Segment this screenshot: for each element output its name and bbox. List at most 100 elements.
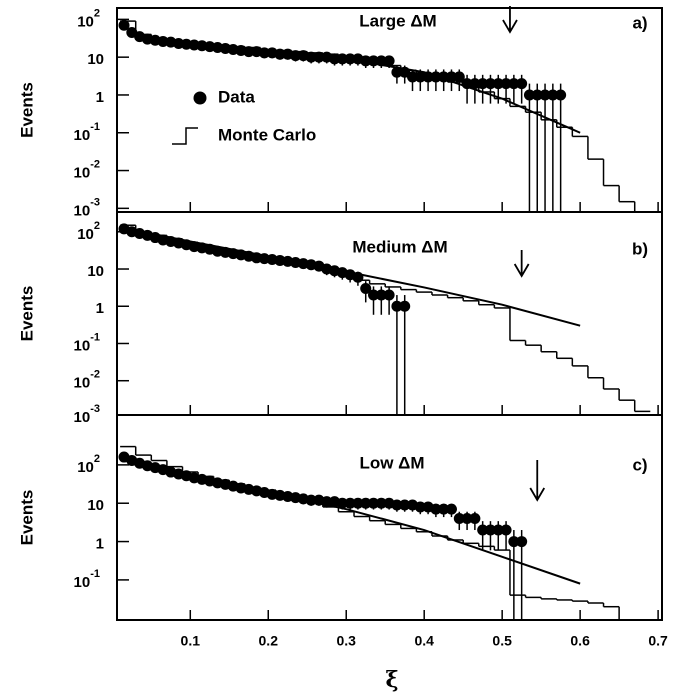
data-point (368, 497, 380, 509)
data-point (305, 494, 317, 506)
y-tick-exponent: -1 (90, 568, 100, 580)
plot-frame (116, 414, 663, 621)
data-point (391, 499, 403, 511)
data-point (508, 536, 520, 548)
plot-frame (116, 7, 663, 213)
data-point (375, 497, 387, 509)
data-point (336, 53, 348, 65)
data-point (555, 89, 567, 101)
data-point (477, 78, 489, 90)
y-tick-base: 10 (77, 459, 94, 476)
y-tick-base: 10 (77, 13, 94, 30)
data-point (329, 53, 341, 65)
data-point (344, 497, 356, 509)
data-point (313, 51, 325, 63)
legend-marker (193, 91, 207, 105)
data-point (438, 503, 450, 515)
data-point (461, 78, 473, 90)
data-point (360, 55, 372, 67)
data-point (453, 71, 465, 83)
x-tick-label: 0.7 (648, 633, 668, 649)
y-tick-exponent: -1 (90, 121, 100, 133)
data-point (321, 496, 333, 508)
data-point (414, 71, 426, 83)
x-tick-label: 0.4 (414, 633, 434, 649)
legend-label: Monte Carlo (218, 125, 316, 144)
data-point (547, 89, 559, 101)
y-tick-label: 10-2 (74, 369, 100, 392)
data-point (445, 71, 457, 83)
data-point (477, 524, 489, 536)
y-tick-label: 1 (96, 89, 104, 106)
data-point (243, 46, 255, 58)
data-point (539, 89, 551, 101)
data-point (391, 300, 403, 312)
data-point (344, 53, 356, 65)
x-tick-label: 0.2 (259, 633, 279, 649)
y-tick-label: 10-3 (74, 403, 100, 426)
y-tick-base: 10 (74, 337, 91, 354)
data-point (492, 78, 504, 90)
data-point (445, 503, 457, 515)
panel-title: Large ΔM (359, 11, 436, 30)
y-tick-label: 10 (87, 51, 104, 68)
y-tick-exponent: -2 (90, 158, 100, 170)
data-point (375, 289, 387, 301)
data-point (422, 71, 434, 83)
y-axis-label: Events (17, 82, 36, 138)
y-tick-label: 1 (96, 536, 104, 553)
x-tick-label: 0.1 (181, 633, 201, 649)
panel-letter: b) (632, 239, 648, 258)
y-tick-exponent: -1 (90, 331, 100, 343)
data-point (516, 536, 528, 548)
data-point (531, 89, 543, 101)
y-tick-base: 10 (74, 202, 91, 219)
data-point (352, 271, 364, 283)
data-point (336, 497, 348, 509)
data-point (290, 50, 302, 62)
data-point (360, 497, 372, 509)
data-point (516, 78, 528, 90)
y-tick-base: 10 (77, 226, 94, 243)
x-tick-label: 0.3 (336, 633, 356, 649)
data-point (469, 78, 481, 90)
y-tick-exponent: 2 (94, 220, 100, 232)
x-axis-label: ξ (385, 667, 398, 693)
y-tick-label: 102 (77, 220, 100, 243)
cut-arrow (502, 6, 518, 34)
data-point (484, 78, 496, 90)
data-point (430, 503, 442, 515)
data-point (414, 501, 426, 513)
data-point (368, 289, 380, 301)
y-tick-label: 10-1 (74, 331, 100, 354)
y-tick-label: 102 (77, 453, 100, 476)
y-tick-label: 10 (87, 497, 104, 514)
data-point (492, 524, 504, 536)
y-tick-label: 102 (77, 7, 100, 30)
y-tick-exponent: -2 (90, 369, 100, 381)
data-point (391, 66, 403, 78)
data-point (352, 497, 364, 509)
y-tick-label: 10-3 (74, 196, 100, 219)
data-point (430, 71, 442, 83)
data-point (360, 282, 372, 294)
y-tick-exponent: -3 (90, 403, 100, 415)
data-point (500, 524, 512, 536)
data-point (461, 512, 473, 524)
data-point (523, 89, 535, 101)
y-tick-base: 10 (74, 574, 91, 591)
cut-arrow (513, 250, 530, 278)
data-point (500, 78, 512, 90)
legend-marker (172, 127, 198, 145)
data-point (438, 71, 450, 83)
y-tick-label: 1 (96, 300, 104, 317)
data-point (399, 300, 411, 312)
data-point (375, 55, 387, 67)
y-axis-label: Events (17, 490, 36, 546)
panel-letter: a) (632, 13, 647, 32)
data-point (383, 55, 395, 67)
y-tick-label: 10-1 (74, 568, 100, 591)
legend-label: Data (218, 87, 255, 106)
y-tick-base: 10 (74, 375, 91, 392)
